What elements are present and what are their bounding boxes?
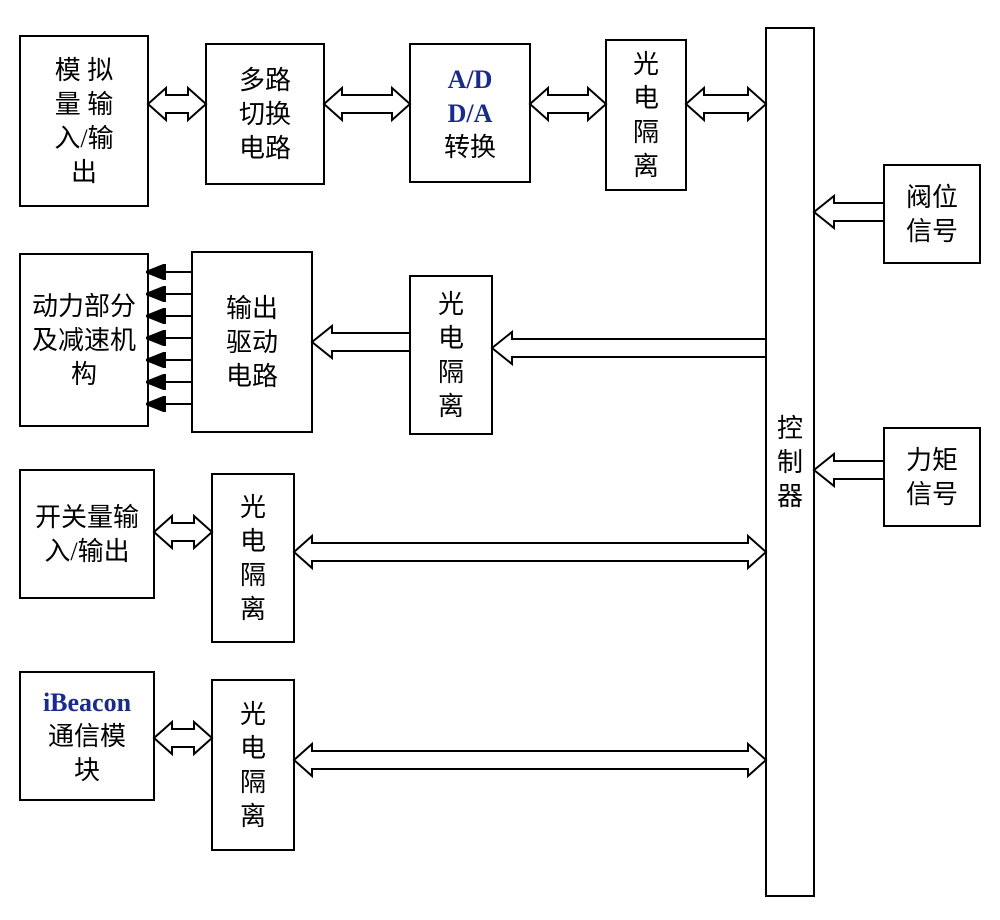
- dbl-arrow-1: [324, 88, 410, 120]
- left-arrow-0: [492, 332, 766, 364]
- svg-text:入/输: 入/输: [54, 124, 113, 153]
- svg-text:力矩: 力矩: [906, 446, 958, 475]
- svg-text:制: 制: [777, 448, 803, 477]
- svg-text:电路: 电路: [226, 362, 278, 391]
- svg-text:信号: 信号: [906, 480, 958, 509]
- svg-text:光: 光: [240, 493, 266, 522]
- dbl-arrow-2: [530, 88, 606, 120]
- svg-text:光: 光: [438, 290, 464, 319]
- left-arrow-2: [814, 196, 884, 228]
- svg-text:A/D: A/D: [448, 65, 493, 94]
- torque_sig-box: [884, 428, 980, 526]
- svg-text:出: 出: [71, 158, 97, 187]
- svg-text:动力部分: 动力部分: [32, 292, 136, 321]
- svg-text:信号: 信号: [906, 217, 958, 246]
- svg-text:电路: 电路: [239, 134, 291, 163]
- svg-text:构: 构: [71, 360, 97, 389]
- svg-text:切换: 切换: [239, 100, 291, 129]
- svg-text:电: 电: [240, 527, 266, 556]
- svg-text:入/输出: 入/输出: [44, 537, 129, 566]
- svg-text:模 拟: 模 拟: [55, 56, 114, 85]
- svg-text:块: 块: [74, 756, 100, 785]
- left-arrow-1: [312, 326, 410, 358]
- dbl-arrow-3: [686, 88, 766, 120]
- svg-text:及减速机: 及减速机: [32, 326, 136, 355]
- svg-text:转换: 转换: [444, 133, 496, 162]
- svg-text:隔: 隔: [633, 118, 659, 147]
- svg-text:D/A: D/A: [448, 99, 493, 128]
- svg-text:电: 电: [438, 324, 464, 353]
- svg-text:输出: 输出: [226, 294, 278, 323]
- svg-text:器: 器: [777, 482, 803, 511]
- svg-text:光: 光: [240, 700, 266, 729]
- svg-text:离: 离: [240, 802, 266, 831]
- svg-text:电: 电: [240, 734, 266, 763]
- dbl-arrow-6: [154, 722, 212, 754]
- svg-text:iBeacon: iBeacon: [43, 688, 132, 717]
- svg-text:隔: 隔: [240, 561, 266, 590]
- svg-text:通信模: 通信模: [48, 722, 126, 751]
- svg-text:阀位: 阀位: [906, 183, 958, 212]
- svg-text:离: 离: [240, 595, 266, 624]
- svg-text:控: 控: [777, 414, 803, 443]
- dbl-arrow-0: [148, 88, 206, 120]
- svg-text:光: 光: [633, 50, 659, 79]
- valve_sig-box: [884, 165, 980, 263]
- svg-text:隔: 隔: [438, 358, 464, 387]
- dbl-arrow-4: [154, 516, 212, 548]
- svg-text:离: 离: [438, 392, 464, 421]
- left-arrow-3: [814, 454, 884, 486]
- svg-text:多路: 多路: [239, 66, 291, 95]
- svg-text:量 输: 量 输: [55, 90, 114, 119]
- svg-text:开关量输: 开关量输: [35, 503, 139, 532]
- svg-text:电: 电: [633, 84, 659, 113]
- svg-text:驱动: 驱动: [226, 328, 278, 357]
- svg-text:离: 离: [633, 152, 659, 181]
- switch_io-box: [20, 470, 154, 598]
- dbl-arrow-7: [294, 744, 766, 776]
- dbl-arrow-5: [294, 536, 766, 568]
- svg-text:隔: 隔: [240, 768, 266, 797]
